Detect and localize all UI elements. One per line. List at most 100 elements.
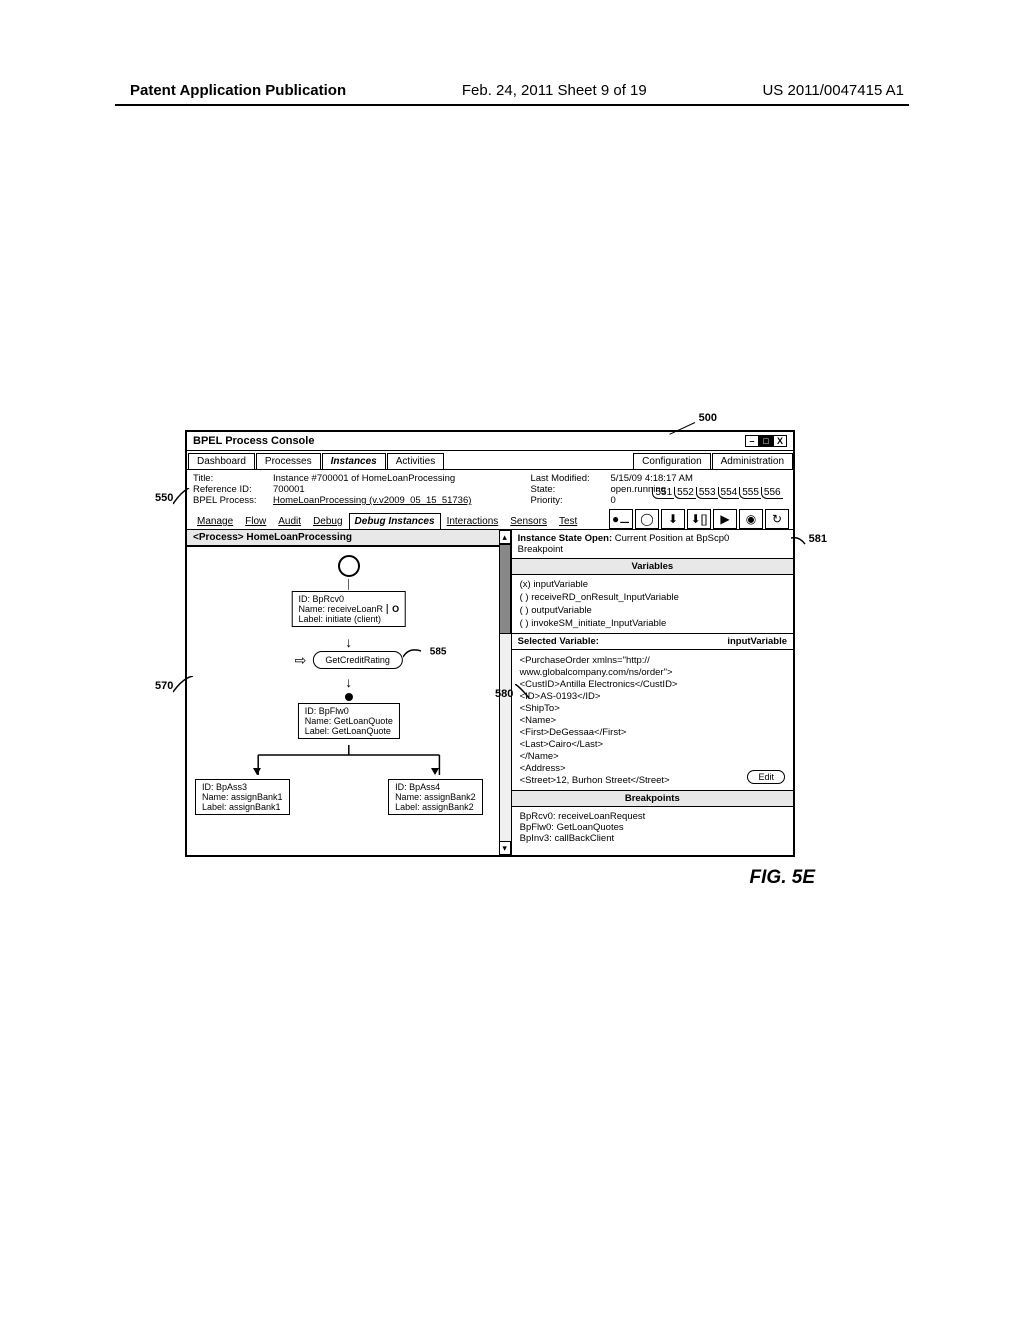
eye-icon[interactable]: ◉ — [739, 509, 763, 529]
node3-name: Name: assignBank1 — [202, 792, 283, 802]
step-into-icon[interactable]: ⬇ — [661, 509, 685, 529]
link-debug[interactable]: Debug — [307, 514, 348, 529]
callout-555: 555 — [739, 487, 761, 499]
scroll-down-icon[interactable]: ▾ — [499, 841, 511, 855]
window-controls: – □ X — [745, 435, 787, 447]
state-open-value: Current Position at BpScp0 — [615, 533, 730, 544]
tab-administration[interactable]: Administration — [712, 453, 793, 469]
callout-556: 556 — [761, 487, 783, 499]
assign1-node[interactable]: ID: BpAss3 Name: assignBank1 Label: assi… — [195, 779, 290, 815]
callout-580-leader — [515, 684, 531, 702]
xml-line: <Address> — [520, 762, 785, 774]
tab-instances[interactable]: Instances — [322, 453, 386, 469]
pub-header-left: Patent Application Publication — [130, 82, 346, 99]
debug-toolbar: ●⚊ ◯ ⬇ ⬇[] ▶ ◉ ↻ — [609, 509, 789, 529]
xml-line: <CustID>Antilla Electronics</CustID> — [520, 678, 785, 690]
title-label: Title: — [193, 473, 273, 484]
breakpoints-header: Breakpoints — [512, 791, 793, 807]
bp-row[interactable]: BpRcv0: receiveLoanRequest — [520, 811, 785, 822]
callout-553: 553 — [696, 487, 718, 499]
play-icon[interactable]: ▶ — [713, 509, 737, 529]
ref-label: Reference ID: — [193, 484, 273, 495]
xml-line: <Street>12, Burhon Street</Street> — [520, 774, 785, 786]
link-test[interactable]: Test — [553, 514, 583, 529]
tab-debug-instances[interactable]: Debug Instances — [349, 513, 441, 529]
variables-list: (x) inputVariable ( ) receiveRD_onResult… — [512, 575, 793, 634]
edit-button[interactable]: Edit — [747, 770, 785, 784]
link-flow[interactable]: Flow — [239, 514, 272, 529]
step-circle-icon[interactable]: ◯ — [635, 509, 659, 529]
callout-580: 580 — [495, 688, 513, 700]
pub-header-right: US 2011/0047415 A1 — [762, 82, 904, 99]
var-row[interactable]: ( ) receiveRD_onResult_InputVariable — [520, 591, 785, 604]
node-anchor-icon: O — [387, 604, 399, 614]
var-row[interactable]: ( ) invokeSM_initiate_InputVariable — [520, 617, 785, 630]
state-label: State: — [530, 484, 610, 495]
tab-activities[interactable]: Activities — [387, 453, 444, 469]
receive-node[interactable]: ID: BpRcv0 Name: receiveLoanRO Label: in… — [292, 591, 407, 627]
node1-id: ID: BpRcv0 — [299, 594, 400, 604]
node2-name: Name: GetLoanQuote — [305, 716, 393, 726]
node1-label: Label: initiate (client) — [299, 614, 400, 624]
header-rule — [115, 104, 909, 106]
step-over-icon[interactable]: ⬇[] — [687, 509, 711, 529]
xml-line: </Name> — [520, 750, 785, 762]
flow-dot-icon — [345, 693, 353, 701]
xml-viewer: <PurchaseOrder xmlns="http:// www.global… — [512, 650, 793, 791]
xml-line: <ShipTo> — [520, 702, 785, 714]
tab-dashboard[interactable]: Dashboard — [188, 453, 255, 469]
callout-550-leader — [173, 488, 191, 508]
assign2-node[interactable]: ID: BpAss4 Name: assignBank2 Label: assi… — [388, 779, 483, 815]
node3-label: Label: assignBank1 — [202, 802, 283, 812]
proc-value[interactable]: HomeLoanProcessing (v.v2009_05_15_51736) — [273, 495, 471, 506]
flow-panel: ▴ ▾ <Process> HomeLoanProcessing │ ID: B… — [187, 530, 512, 855]
maximize-icon[interactable]: □ — [759, 435, 773, 447]
node2-id: ID: BpFlw0 — [305, 706, 393, 716]
arrow-icon: │ — [346, 579, 352, 589]
node1-name: Name: receiveLoanR — [299, 604, 384, 614]
bp-row[interactable]: BpInv3: callBackClient — [520, 833, 785, 844]
variables-header: Variables — [512, 559, 793, 575]
node4-label: Label: assignBank2 — [395, 802, 476, 812]
arrow-icon: ↓ — [345, 675, 352, 689]
node4-name: Name: assignBank2 — [395, 792, 476, 802]
xml-line: <Name> — [520, 714, 785, 726]
sub-tabs: Manage Flow Audit Debug Debug Instances … — [187, 509, 793, 530]
xml-line: <First>DeGessaa</First> — [520, 726, 785, 738]
link-interactions[interactable]: Interactions — [441, 514, 505, 529]
state-open-label: Instance State Open: — [518, 533, 613, 544]
callout-551: 551 — [652, 487, 674, 499]
tab-processes[interactable]: Processes — [256, 453, 321, 469]
flow-header: <Process> HomeLoanProcessing — [187, 530, 511, 547]
figure-label: FIG. 5E — [750, 867, 815, 889]
callout-570-leader — [173, 676, 195, 696]
xml-line: <PurchaseOrder xmlns="http:// — [520, 654, 785, 666]
callout-550: 550 — [155, 492, 173, 504]
breakpoint-icon[interactable]: ●⚊ — [609, 509, 633, 529]
ref-value: 700001 — [273, 484, 305, 495]
credit-node[interactable]: GetCreditRating — [312, 651, 403, 669]
main-tabs: Dashboard Processes Instances Activities… — [187, 451, 793, 470]
refresh-icon[interactable]: ↻ — [765, 509, 789, 529]
bp-row[interactable]: BpFlw0: GetLoanQuotes — [520, 822, 785, 833]
link-sensors[interactable]: Sensors — [504, 514, 553, 529]
breakpoints-list: BpRcv0: receiveLoanRequest BpFlw0: GetLo… — [512, 807, 793, 848]
window-title: BPEL Process Console — [193, 435, 314, 447]
node3-id: ID: BpAss3 — [202, 782, 283, 792]
callout-554: 554 — [718, 487, 740, 499]
title-value: Instance #700001 of HomeLoanProcessing — [273, 473, 455, 484]
minimize-icon[interactable]: – — [745, 435, 759, 447]
scroll-up-icon[interactable]: ▴ — [499, 530, 511, 544]
var-row[interactable]: (x) inputVariable — [520, 578, 785, 591]
pub-header-center: Feb. 24, 2011 Sheet 9 of 19 — [462, 82, 647, 99]
xml-line: <Last>Cairo</Last> — [520, 738, 785, 750]
var-row[interactable]: ( ) outputVariable — [520, 604, 785, 617]
pri-value: 0 — [610, 495, 615, 506]
close-icon[interactable]: X — [773, 435, 787, 447]
callout-581-leader — [791, 536, 807, 550]
pri-label: Priority: — [530, 495, 610, 506]
flow-node[interactable]: ID: BpFlw0 Name: GetLoanQuote Label: Get… — [298, 703, 400, 739]
link-audit[interactable]: Audit — [272, 514, 307, 529]
tab-configuration[interactable]: Configuration — [633, 453, 710, 469]
link-manage[interactable]: Manage — [191, 514, 239, 529]
